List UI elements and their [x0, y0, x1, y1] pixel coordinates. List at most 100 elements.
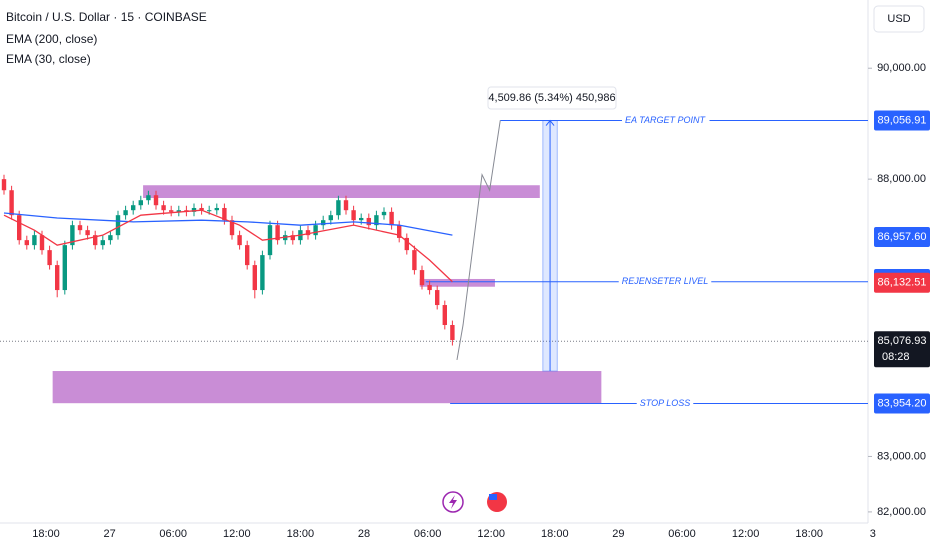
measure-label-bg — [487, 86, 617, 110]
y-tick-label: 83,000.00 — [877, 450, 926, 462]
price-marker — [874, 331, 930, 368]
level-label-bg — [621, 114, 710, 125]
candle-body — [123, 210, 128, 216]
candle-body — [442, 305, 447, 326]
measure-label: 4,509.86 (5.34%) 450,986 — [488, 92, 615, 104]
price-marker — [874, 393, 930, 414]
x-tick-label: 06:00 — [159, 528, 187, 540]
zone — [52, 371, 602, 404]
candle-body — [351, 210, 356, 221]
candle-body — [32, 235, 37, 246]
candle-body — [153, 195, 159, 206]
candle-body — [62, 245, 67, 291]
candle-body — [275, 225, 280, 241]
candle-body — [146, 195, 151, 201]
candle-body — [245, 245, 250, 266]
x-tick-label: 18:00 — [287, 528, 315, 540]
y-tick-label: 82,000.00 — [877, 506, 926, 518]
x-tick-label: 18:00 — [541, 528, 569, 540]
x-tick-label: 12:00 — [223, 528, 251, 540]
candle-body — [131, 205, 136, 211]
projection-path — [456, 120, 501, 361]
candle-body — [450, 325, 455, 340]
candle-body — [343, 200, 349, 211]
candle-body — [336, 200, 341, 216]
candle-body — [100, 240, 105, 246]
candle-body — [404, 237, 409, 251]
price-marker — [874, 110, 930, 131]
level-label-bg — [636, 397, 694, 408]
y-tick-label: 88,000.00 — [877, 173, 926, 185]
candle-body — [229, 220, 235, 236]
candle-body — [199, 207, 204, 211]
candle-body — [305, 230, 311, 236]
candle-body — [419, 270, 425, 286]
zone — [143, 185, 540, 198]
x-tick-label: 12:00 — [732, 528, 760, 540]
x-tick-label: 18:00 — [32, 528, 60, 540]
candle-body — [138, 200, 143, 206]
countdown: 08:28 — [882, 351, 910, 363]
candle-body — [169, 210, 174, 212]
candle-body — [214, 207, 219, 211]
candle-body — [24, 240, 29, 246]
level-label: EA TARGET POINT — [625, 115, 707, 125]
candle-body — [359, 217, 364, 221]
candle-body — [290, 235, 295, 241]
candle-body — [267, 225, 273, 256]
level-label: REJENSETER LIVEL — [622, 276, 709, 286]
x-tick-label: 12:00 — [477, 528, 505, 540]
price-marker — [874, 226, 930, 247]
lightning — [449, 495, 457, 509]
candle-body — [77, 225, 83, 231]
candle-body — [328, 215, 333, 221]
candle-body — [381, 211, 387, 216]
candle-body — [321, 220, 326, 226]
candle-body — [260, 255, 265, 291]
indicator-label: EMA (200, close) — [6, 32, 97, 46]
price-marker-label: 89,056.91 — [878, 114, 927, 126]
ema-line — [3, 209, 453, 283]
candle-body — [115, 215, 121, 236]
level-label: STOP LOSS — [640, 398, 691, 408]
candle-body — [427, 285, 432, 291]
candle-body — [366, 217, 371, 226]
chart-title: Bitcoin / U.S. Dollar · 15 · COINBASE — [6, 10, 207, 24]
x-tick-label: 29 — [612, 528, 624, 540]
candle-body — [1, 179, 7, 191]
price-marker — [874, 272, 930, 293]
x-tick-label: 3 — [870, 528, 876, 540]
candle-body — [397, 225, 402, 238]
candle-body — [70, 225, 75, 246]
x-tick-label: 28 — [358, 528, 370, 540]
candle-body — [176, 210, 181, 212]
zone — [419, 278, 495, 287]
candle-body — [85, 230, 90, 236]
candle-body — [93, 235, 98, 246]
price-marker-label: 86,132.51 — [878, 277, 927, 289]
candle-body — [237, 235, 242, 246]
x-tick-label: 06:00 — [414, 528, 442, 540]
measure-arrowhead — [545, 119, 555, 126]
candle-body — [412, 250, 417, 271]
x-tick-label: 27 — [103, 528, 115, 540]
candle-body — [191, 207, 197, 212]
candle-body — [389, 211, 394, 226]
candle-body — [374, 215, 379, 226]
candle-body — [161, 205, 166, 211]
currency-button[interactable] — [873, 5, 925, 33]
x-tick-label: 06:00 — [668, 528, 696, 540]
candle-body — [313, 225, 318, 236]
x-tick-label: 18:00 — [795, 528, 823, 540]
level-label-bg — [618, 276, 712, 287]
y-tick-label: 90,000.00 — [877, 62, 926, 74]
currency[interactable]: USD — [887, 13, 910, 25]
candle-body — [17, 215, 22, 241]
candle-body — [435, 290, 440, 306]
candle-body — [47, 250, 52, 266]
ema-line — [3, 212, 453, 236]
price-marker-label: 83,954.20 — [878, 397, 927, 409]
flag — [489, 494, 497, 500]
